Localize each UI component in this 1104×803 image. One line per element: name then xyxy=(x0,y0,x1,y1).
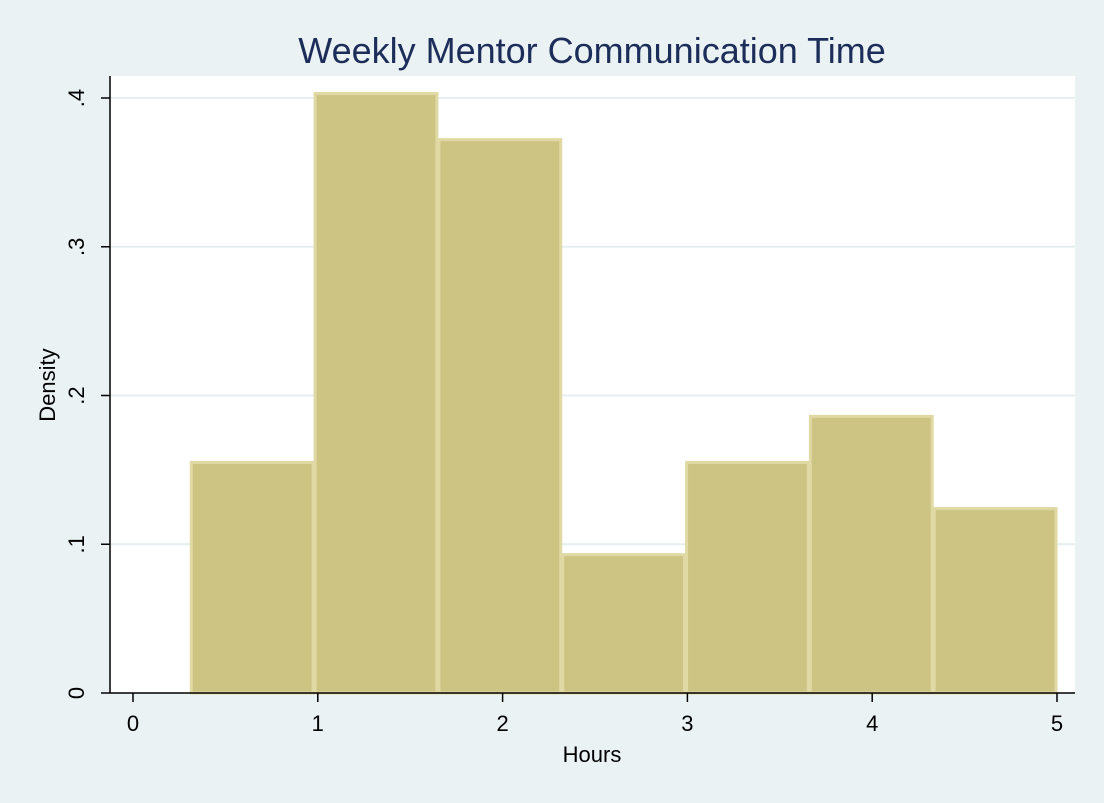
y-axis-title: Density xyxy=(35,348,60,421)
bars xyxy=(189,92,1058,695)
histogram-bar xyxy=(313,92,439,695)
histogram-bar xyxy=(808,414,934,695)
histogram-bar xyxy=(437,138,563,695)
chart-title: Weekly Mentor Communication Time xyxy=(298,30,886,71)
x-tick-label: 5 xyxy=(1051,711,1063,736)
y-tick-label: .1 xyxy=(64,535,89,553)
y-tick-label: 0 xyxy=(64,687,89,699)
y-tick-label: .2 xyxy=(64,386,89,404)
histogram-bar xyxy=(561,553,687,695)
x-tick-label: 4 xyxy=(866,711,878,736)
x-axis-ticks: 0 1 2 3 4 5 xyxy=(127,693,1063,736)
x-axis-title: Hours xyxy=(563,742,622,767)
x-tick-label: 0 xyxy=(127,711,139,736)
y-tick-label: .4 xyxy=(64,89,89,107)
histogram-bar xyxy=(189,460,315,695)
histogram-bar xyxy=(685,460,810,695)
x-tick-label: 2 xyxy=(496,711,508,736)
x-tick-label: 1 xyxy=(312,711,324,736)
axes xyxy=(109,76,1075,694)
y-axis-ticks: 0 .1 .2 .3 .4 xyxy=(64,89,110,699)
histogram-bar xyxy=(932,507,1058,695)
x-tick-label: 3 xyxy=(681,711,693,736)
y-tick-label: .3 xyxy=(64,238,89,256)
